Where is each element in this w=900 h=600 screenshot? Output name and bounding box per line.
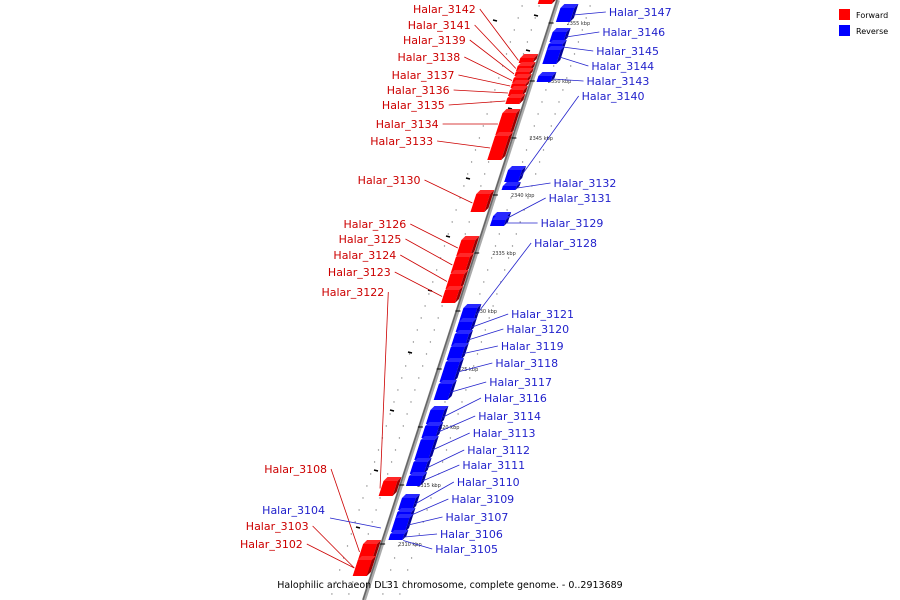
gene-label-reverse: Halar_3146 xyxy=(602,26,665,39)
gene-forward xyxy=(456,236,480,256)
gene-forward xyxy=(470,190,495,212)
gene-reverse xyxy=(425,406,449,424)
gene-reverse xyxy=(549,28,571,42)
gene-label-forward: Halar_3138 xyxy=(397,51,460,64)
gene-label-forward: Halar_3136 xyxy=(387,84,450,97)
gene-label-forward: Halar_3141 xyxy=(408,19,471,32)
gene-label-reverse: Halar_3144 xyxy=(591,60,654,73)
gene-reverse xyxy=(414,436,439,460)
map-caption: Halophilic archaeon DL31 chromosome, com… xyxy=(277,580,622,591)
gene-label-forward: Halar_3108 xyxy=(264,463,327,476)
gene-forward xyxy=(495,109,521,135)
gene-label-forward: Halar_3133 xyxy=(370,135,433,148)
tick-label: 2345 kbp xyxy=(529,136,553,142)
gene-label-reverse: Halar_3106 xyxy=(440,528,503,541)
gene-label-forward: Halar_3126 xyxy=(343,218,406,231)
gene-label-reverse: Halar_3132 xyxy=(554,177,617,190)
gene-label-reverse: Halar_3112 xyxy=(467,444,530,457)
gene-reverse xyxy=(501,182,521,190)
gene-label-forward: Halar_3124 xyxy=(333,249,396,262)
gene-reverse xyxy=(536,72,557,82)
gene-reverse xyxy=(489,216,510,226)
gene-label-reverse: Halar_3110 xyxy=(457,476,520,489)
gene-label-forward: Halar_3130 xyxy=(358,174,421,187)
gene-forward xyxy=(505,94,526,104)
gene-forward xyxy=(378,477,402,496)
gene-reverse xyxy=(409,458,432,474)
gene-reverse xyxy=(433,380,457,400)
gene-label-forward: Halar_3137 xyxy=(392,69,455,82)
tick-label: 2310 kbp xyxy=(398,542,422,548)
gene-label-reverse: Halar_3120 xyxy=(506,323,569,336)
gene-label-reverse: Halar_3128 xyxy=(534,237,597,250)
tick-label: 2350 kbp xyxy=(548,79,572,85)
tick-label: 2355 kbp xyxy=(567,21,591,27)
legend-swatch-reverse xyxy=(839,25,850,36)
gene-reverse xyxy=(421,422,444,438)
legend-label-forward: Forward xyxy=(856,11,888,20)
gene-forward xyxy=(487,132,514,160)
gene-label-forward: Halar_3135 xyxy=(382,99,445,112)
tick-label: 2330 kbp xyxy=(473,309,497,315)
gene-forward xyxy=(352,556,376,576)
gene-reverse xyxy=(455,318,477,332)
gene-reverse xyxy=(398,494,420,510)
legend-label-reverse: Reverse xyxy=(856,27,888,36)
gene-forward xyxy=(441,286,464,303)
legend: Forward Reverse xyxy=(839,9,888,36)
gene-label-forward: Halar_3103 xyxy=(246,520,309,533)
gene-label-reverse: Halar_3116 xyxy=(484,392,547,405)
tick-label: 2340 kbp xyxy=(511,193,535,199)
gene-label-reverse: Halar_3114 xyxy=(478,410,541,423)
gene-label-reverse: Halar_3119 xyxy=(501,340,564,353)
gene-features xyxy=(352,0,579,576)
gene-reverse xyxy=(405,472,428,486)
legend-swatch-forward xyxy=(839,9,850,20)
gene-label-forward: Halar_3123 xyxy=(328,266,391,279)
gene-label-reverse: Halar_3104 xyxy=(262,504,325,517)
gene-label-reverse: Halar_3113 xyxy=(473,427,536,440)
gene-label-forward: Halar_3134 xyxy=(376,118,439,131)
gene-label-forward: Halar_3122 xyxy=(321,286,384,299)
gene-label-reverse: Halar_3121 xyxy=(511,308,574,321)
gene-label-reverse: Halar_3109 xyxy=(451,493,514,506)
gene-forward xyxy=(537,0,556,4)
gene-label-forward: Halar_3102 xyxy=(240,538,303,551)
gene-label-reverse: Halar_3117 xyxy=(489,376,552,389)
gene-label-reverse: Halar_3145 xyxy=(596,45,659,58)
tick-label: 2315 kbp xyxy=(417,483,441,489)
gene-forward xyxy=(450,253,474,273)
gene-label-reverse: Halar_3111 xyxy=(462,459,525,472)
gene-label-reverse: Halar_3105 xyxy=(435,543,498,556)
gene-reverse xyxy=(446,343,469,360)
gene-reverse xyxy=(388,530,409,540)
gene-labels: Halar_3142 Halar_3141 Halar_3139 Halar_3138… xyxy=(240,3,672,569)
gene-label-reverse: Halar_3107 xyxy=(446,511,509,524)
gene-label-forward: Halar_3139 xyxy=(403,34,466,47)
gene-reverse xyxy=(555,4,579,22)
gene-label-reverse: Halar_3147 xyxy=(609,6,672,19)
gene-label-reverse: Halar_3118 xyxy=(495,357,558,370)
gene-label-reverse: Halar_3129 xyxy=(541,217,604,230)
gene-label-reverse: Halar_3131 xyxy=(549,192,612,205)
gene-forward xyxy=(445,270,469,289)
chromosome-backbone xyxy=(362,0,560,600)
gene-forward xyxy=(518,54,539,63)
gene-label-reverse: Halar_3143 xyxy=(587,75,650,88)
gene-label-forward: Halar_3142 xyxy=(413,3,476,16)
gene-reverse xyxy=(390,514,414,532)
gene-label-forward: Halar_3125 xyxy=(339,233,402,246)
tick-label: 2335 kbp xyxy=(492,251,516,257)
gene-label-reverse: Halar_3140 xyxy=(582,90,645,103)
gene-reverse xyxy=(542,46,565,64)
gene-reverse xyxy=(439,358,464,382)
